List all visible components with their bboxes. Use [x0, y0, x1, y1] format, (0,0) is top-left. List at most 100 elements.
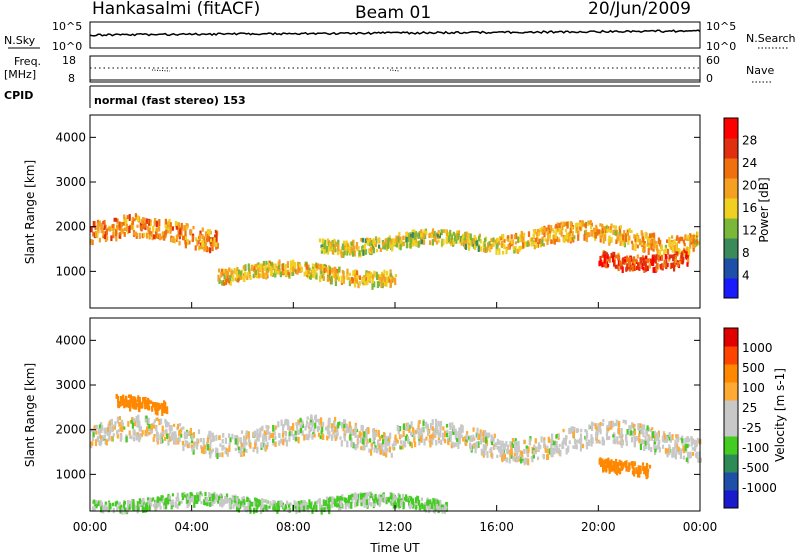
- echo-cell: [344, 497, 347, 504]
- echo-cell: [602, 461, 605, 466]
- echo-cell: [505, 457, 508, 463]
- echo-cell: [366, 493, 369, 497]
- echo-cell: [239, 437, 242, 443]
- echo-cell: [354, 444, 357, 451]
- echo-cell: [364, 435, 367, 441]
- echo-cell: [246, 274, 249, 281]
- echo-cell: [91, 506, 95, 512]
- echo-cell: [278, 266, 281, 274]
- echo-cell: [274, 425, 277, 430]
- echo-cell: [140, 227, 143, 231]
- echo-cell: [197, 429, 201, 435]
- echo-cell: [619, 260, 622, 265]
- echo-cell: [534, 240, 537, 244]
- echo-cell: [160, 495, 163, 501]
- echo-cell: [604, 459, 607, 465]
- echo-cell: [355, 275, 359, 280]
- nave-tick-bottom: 0: [706, 72, 713, 85]
- echo-cell: [390, 452, 393, 458]
- echo-cell: [687, 258, 690, 264]
- echo-cell: [218, 435, 221, 441]
- echo-cell: [651, 431, 655, 439]
- echo-cell: [129, 405, 132, 412]
- echo-cell: [645, 265, 648, 272]
- echo-cell: [215, 493, 218, 501]
- echo-cell: [234, 447, 237, 451]
- echo-cell: [309, 417, 313, 423]
- echo-cell: [576, 439, 579, 444]
- echo-cell: [499, 440, 502, 446]
- echo-cell: [223, 498, 226, 504]
- echo-cell: [158, 418, 161, 426]
- echo-cell: [669, 439, 672, 443]
- echo-cell: [121, 228, 124, 232]
- echo-cell: [222, 279, 226, 286]
- echo-cell: [287, 419, 290, 427]
- echo-cell: [314, 270, 317, 275]
- echo-cell: [343, 423, 346, 429]
- echo-cell: [106, 426, 110, 433]
- echo-cell: [227, 498, 230, 503]
- echo-cell: [480, 448, 483, 456]
- echo-cell: [643, 424, 646, 431]
- echo-cell: [638, 471, 641, 477]
- echo-cell: [616, 436, 619, 443]
- echo-cell: [198, 498, 201, 502]
- echo-cell: [351, 442, 354, 448]
- echo-cell: [373, 281, 376, 288]
- echo-cell: [402, 235, 405, 241]
- echo-cell: [547, 436, 550, 443]
- echo-cell: [334, 241, 337, 247]
- echo-cell: [674, 452, 677, 460]
- echo-cell: [546, 239, 549, 245]
- echo-cell: [430, 505, 433, 510]
- echo-cell: [272, 506, 275, 511]
- echo-cell: [640, 230, 643, 236]
- echo-cell: [615, 239, 618, 245]
- echo-cell: [177, 222, 181, 228]
- echo-cell: [134, 213, 137, 218]
- echo-cell: [401, 444, 404, 450]
- echo-cell: [682, 239, 685, 244]
- echo-cell: [235, 503, 238, 507]
- echo-cell: [343, 419, 346, 425]
- echo-cell: [343, 244, 346, 251]
- echo-cell: [633, 436, 636, 440]
- echo-cell: [599, 428, 602, 435]
- echo-cell: [420, 239, 423, 245]
- echo-cell: [195, 499, 198, 504]
- echo-cell: [318, 497, 321, 503]
- echo-cell: [366, 237, 369, 242]
- echo-cell: [211, 237, 214, 245]
- echo-cell: [629, 267, 632, 272]
- echo-cell: [580, 428, 583, 433]
- echo-cell: [235, 504, 239, 512]
- echo-cell: [431, 438, 434, 446]
- echo-cell: [691, 447, 694, 451]
- echo-cell: [538, 238, 541, 245]
- echo-cell: [167, 422, 170, 427]
- echo-cell: [180, 500, 183, 504]
- echo-cell: [536, 237, 539, 242]
- echo-cell: [350, 501, 353, 509]
- echo-cell: [358, 275, 362, 280]
- echo-cell: [227, 277, 230, 284]
- echo-cell: [297, 436, 300, 444]
- echo-cell: [405, 495, 408, 502]
- echo-cell: [646, 258, 649, 264]
- echo-cell: [211, 493, 214, 498]
- echo-cell: [696, 231, 699, 236]
- echo-cell: [186, 502, 189, 509]
- echo-cell: [399, 502, 402, 507]
- echo-cell: [552, 229, 555, 234]
- echo-cell: [289, 502, 292, 506]
- echo-cell: [495, 249, 498, 255]
- echo-cell: [284, 437, 287, 443]
- echo-cell: [103, 504, 106, 511]
- echo-cell: [434, 503, 437, 511]
- echo-cell: [292, 433, 295, 441]
- echo-cell: [237, 504, 240, 508]
- echo-cell: [574, 223, 578, 228]
- echo-cell: [555, 445, 558, 453]
- echo-cell: [182, 444, 185, 451]
